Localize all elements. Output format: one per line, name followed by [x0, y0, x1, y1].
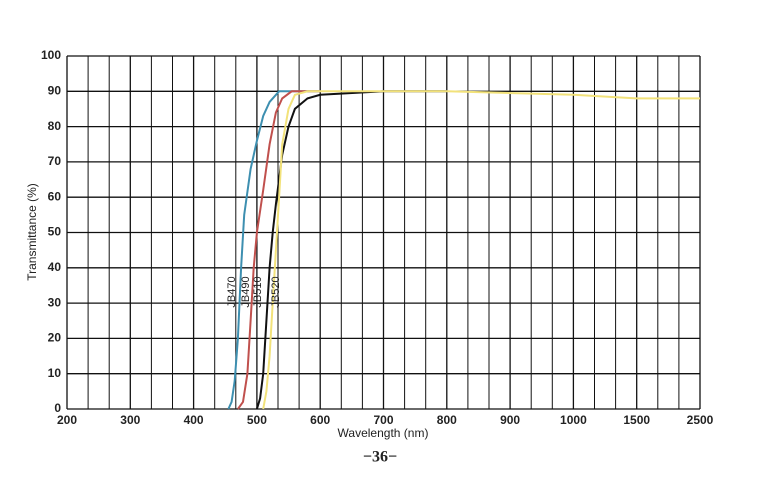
series-line [237, 90, 321, 410]
x-tick-label: 400 [184, 413, 204, 427]
x-tick-label: 2500 [687, 413, 714, 427]
series-label: JB520 [270, 276, 282, 307]
y-tick-label: 70 [48, 154, 62, 168]
y-tick-label: 20 [48, 331, 62, 345]
series-label: JB470 [226, 276, 238, 307]
y-tick-label: 30 [48, 295, 62, 309]
x-tick-label: 1500 [623, 413, 650, 427]
x-tick-label: 1000 [560, 413, 587, 427]
y-tick-label: 60 [48, 189, 62, 203]
y-axis-label: Transmittance (%) [25, 183, 39, 281]
x-tick-label: 900 [500, 413, 520, 427]
y-tick-label: 90 [48, 83, 62, 97]
x-axis-label: Wavelength (nm) [338, 426, 429, 440]
y-tick-label: 40 [48, 260, 62, 274]
x-tick-label: 200 [57, 413, 77, 427]
x-tick-label: 600 [310, 413, 330, 427]
y-tick-label: 0 [54, 401, 61, 415]
y-tick-label: 100 [41, 48, 61, 62]
x-tick-label: 300 [120, 413, 140, 427]
series-line [255, 90, 447, 410]
series-line [227, 90, 321, 410]
y-tick-label: 10 [48, 366, 62, 380]
series-line [262, 90, 700, 410]
page-number: −36− [363, 449, 397, 466]
x-tick-label: 500 [247, 413, 267, 427]
series-label: JB490 [240, 276, 252, 307]
x-tick-label: 800 [437, 413, 457, 427]
x-tick-label: 700 [373, 413, 393, 427]
y-tick-label: 50 [48, 225, 62, 239]
series-label: JB510 [252, 276, 264, 307]
y-tick-label: 80 [48, 119, 62, 133]
